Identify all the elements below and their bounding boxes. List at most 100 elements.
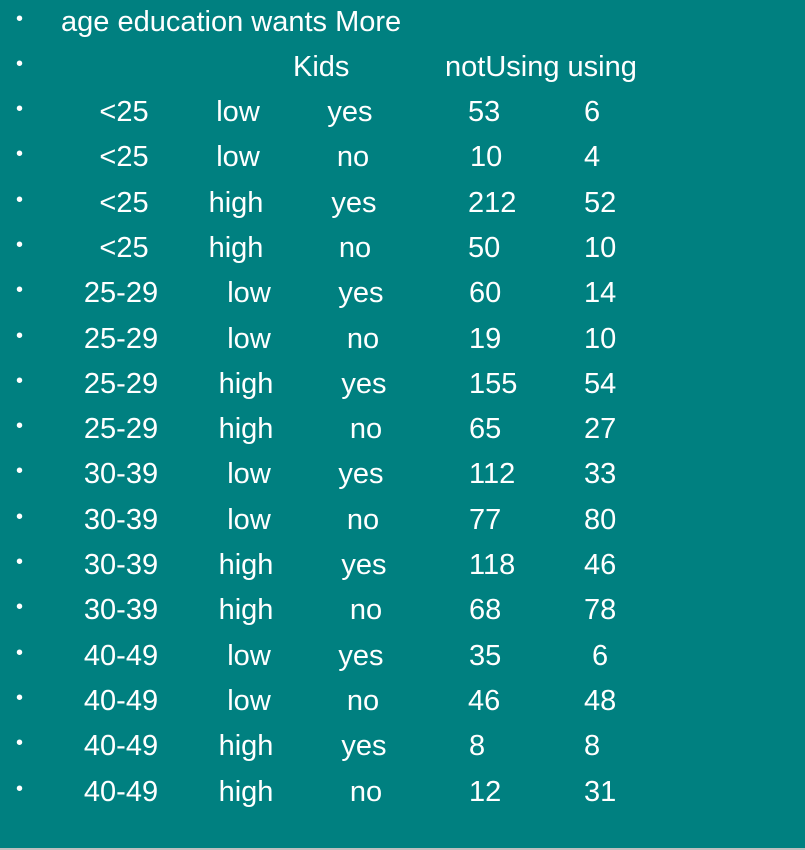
header-kids: Kids [293, 51, 350, 83]
cell-not-using: 8 [469, 730, 486, 763]
cell-education: high [218, 549, 274, 581]
cell-age: 30-39 [83, 458, 159, 491]
bullet: • [16, 53, 24, 75]
cell-using: 78 [584, 594, 617, 627]
cell-age: 30-39 [83, 503, 159, 536]
cell-age: 25-29 [83, 277, 159, 310]
cell-using: 6 [592, 639, 609, 672]
table-row: • <25 high yes 212 52 [0, 181, 805, 226]
cell-age: 40-49 [83, 684, 159, 717]
table-row: • <25 low no 10 4 [0, 135, 805, 180]
cell-education: high [218, 594, 274, 627]
cell-education: high [218, 413, 274, 446]
table-row: • 25-29 low no 19 10 [0, 317, 805, 362]
cell-education: low [227, 277, 271, 310]
bullet: • [16, 596, 24, 619]
bullet: • [16, 369, 24, 392]
cell-using: 10 [584, 231, 617, 264]
cell-education: high [218, 775, 274, 808]
bullet: • [16, 324, 24, 347]
cell-wants-more: yes [338, 277, 384, 310]
cell-education: high [208, 186, 264, 219]
cell-age: <25 [99, 186, 149, 219]
cell-not-using: 46 [468, 684, 501, 717]
cell-not-using: 112 [469, 458, 516, 491]
bullet: • [16, 732, 24, 755]
header-line-2: • Kids notUsing using [0, 45, 805, 90]
cell-wants-more: yes [327, 96, 373, 128]
cell-wants-more: yes [338, 639, 384, 672]
cell-wants-more: no [349, 413, 383, 446]
header-line-1: • age education wants More [0, 0, 805, 45]
cell-age: <25 [99, 96, 149, 128]
table-row: • 30-39 high yes 118 46 [0, 543, 805, 588]
cell-not-using: 50 [468, 231, 501, 264]
cell-education: low [216, 141, 260, 174]
cell-wants-more: no [349, 775, 383, 808]
cell-not-using: 12 [469, 775, 502, 808]
cell-using: 33 [584, 458, 617, 491]
cell-education: low [227, 458, 271, 491]
cell-wants-more: no [336, 141, 370, 174]
cell-not-using: 10 [470, 141, 503, 174]
cell-wants-more: yes [341, 730, 387, 763]
cell-age: 25-29 [83, 322, 159, 355]
cell-age: 40-49 [83, 775, 159, 808]
table-row: • 40-49 low yes 35 6 [0, 634, 805, 679]
cell-wants-more: no [346, 684, 380, 717]
cell-not-using: 77 [469, 503, 502, 536]
cell-not-using: 19 [469, 322, 502, 355]
cell-using: 80 [584, 503, 617, 536]
cell-using: 4 [584, 141, 601, 174]
table-row: • 40-49 high no 12 31 [0, 770, 805, 815]
cell-wants-more: yes [341, 367, 387, 400]
cell-not-using: 68 [469, 594, 502, 627]
bullet: • [16, 686, 24, 709]
bullet: • [16, 233, 24, 256]
cell-not-using: 118 [469, 549, 516, 581]
cell-using: 48 [584, 684, 617, 717]
cell-education: high [218, 730, 274, 763]
table-row: • 30-39 high no 68 78 [0, 588, 805, 633]
cell-not-using: 212 [468, 186, 517, 219]
table-row: • <25 high no 50 10 [0, 226, 805, 271]
cell-not-using: 35 [469, 639, 502, 672]
bullet: • [16, 551, 24, 573]
table-row: • 40-49 high yes 8 8 [0, 724, 805, 769]
bullet: • [16, 641, 24, 664]
bottom-divider [0, 848, 805, 850]
cell-age: 25-29 [83, 413, 159, 446]
bullet: • [16, 505, 24, 528]
cell-wants-more: yes [341, 549, 387, 581]
bullet: • [16, 460, 24, 483]
cell-not-using: 65 [469, 413, 502, 446]
table-row: • 25-29 low yes 60 14 [0, 271, 805, 316]
table-row: • 30-39 low no 77 80 [0, 498, 805, 543]
cell-age: 30-39 [83, 549, 159, 581]
cell-wants-more: no [346, 322, 380, 355]
cell-age: <25 [99, 231, 149, 264]
cell-using: 10 [584, 322, 617, 355]
cell-using: 27 [584, 413, 617, 446]
table-row: • 40-49 low no 46 48 [0, 679, 805, 724]
cell-wants-more: yes [331, 186, 377, 219]
cell-using: 14 [584, 277, 617, 310]
bullet: • [16, 8, 24, 30]
table-row: • 30-39 low yes 112 33 [0, 452, 805, 497]
cell-education: high [208, 231, 264, 264]
cell-not-using: 53 [468, 96, 501, 128]
bullet: • [16, 98, 24, 120]
cell-education: low [227, 684, 271, 717]
cell-wants-more: no [338, 231, 372, 264]
bullet: • [16, 188, 24, 211]
cell-not-using: 155 [469, 367, 518, 400]
cell-education: low [227, 639, 271, 672]
cell-age: 40-49 [83, 730, 159, 763]
cell-using: 8 [584, 730, 601, 763]
bullet: • [16, 777, 24, 800]
cell-wants-more: yes [338, 458, 384, 491]
table-row: • 25-29 high yes 155 54 [0, 362, 805, 407]
header-notusing-using: notUsing using [445, 51, 637, 83]
cell-using: 31 [584, 775, 617, 808]
